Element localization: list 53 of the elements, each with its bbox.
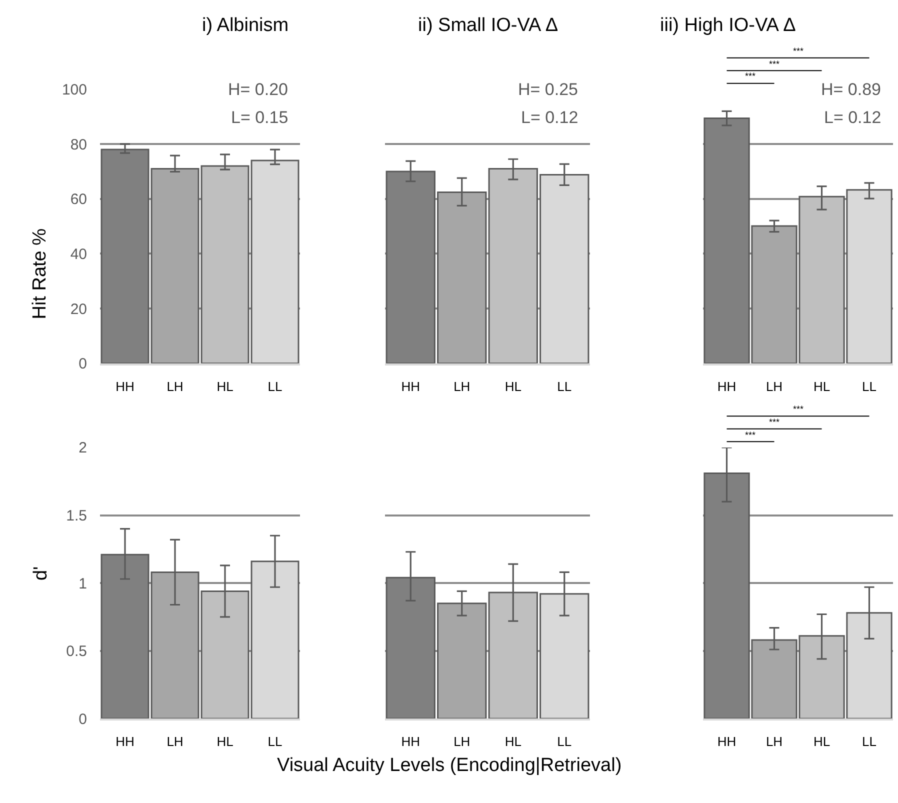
x-tick-label: LH [454, 378, 470, 394]
x-axis-title: Visual Acuity Levels (Encoding|Retrieval) [277, 755, 622, 776]
x-tick-label: LH [454, 734, 470, 750]
x-tick-label: LL [557, 378, 572, 394]
x-tick-label: HH [116, 734, 134, 750]
x-tick-label: HL [813, 378, 830, 394]
y-tick-label: 1.5 [66, 508, 87, 525]
y-tick-label: 2 [78, 440, 87, 457]
x-tick-label: LH [166, 378, 184, 394]
x-tick-label: HL [504, 734, 522, 750]
chart-title: i) Albinism [202, 15, 289, 36]
y-tick-label: 0 [78, 356, 87, 373]
text: *** [769, 59, 780, 69]
y-tick-label: 0.5 [66, 643, 87, 660]
text: *** [793, 46, 804, 56]
x-tick-label: HL [216, 378, 234, 394]
x-tick-label: HH [401, 734, 420, 750]
x-tick-label: LL [268, 378, 282, 394]
y-tick-label: 60 [70, 191, 87, 208]
text: *** [793, 404, 804, 414]
text: *** [745, 71, 756, 81]
chart-title: iii) High IO-VA Δ [660, 15, 796, 36]
text: *** [745, 430, 756, 440]
x-tick-label: LL [862, 734, 876, 750]
x-tick-label: LH [766, 378, 783, 394]
x-tick-label: HL [216, 734, 234, 750]
annotation: H= 0.25 [518, 80, 578, 99]
text: *** [769, 417, 780, 427]
x-tick-label: HL [504, 378, 522, 394]
x-tick-label: HH [116, 378, 134, 394]
annotation: H= 0.20 [228, 80, 288, 99]
x-tick-label: HH [717, 378, 736, 394]
annotation: L= 0.12 [824, 108, 882, 127]
x-tick-label: HL [813, 734, 830, 750]
annotation: L= 0.15 [231, 108, 288, 127]
y-axis-title: d' [30, 566, 52, 581]
x-tick-label: HH [717, 734, 736, 750]
x-tick-label: HH [401, 378, 420, 394]
y-tick-label: 1 [78, 575, 87, 592]
x-tick-label: LH [166, 734, 184, 750]
x-tick-label: LL [862, 378, 876, 394]
x-tick-label: LL [557, 734, 572, 750]
y-tick-label: 20 [70, 300, 87, 318]
y-axis-title: Hit Rate % [30, 228, 51, 320]
y-tick-label: 0 [78, 710, 87, 728]
x-tick-label: LH [766, 734, 783, 750]
x-tick-label: LL [268, 734, 282, 750]
annotation: L= 0.12 [521, 108, 578, 127]
y-tick-label: 40 [70, 246, 87, 263]
annotation: H= 0.89 [821, 80, 882, 99]
chart-title: ii) Small IO-VA Δ [418, 15, 558, 36]
y-tick-label: 100 [62, 81, 87, 98]
y-tick-label: 80 [70, 136, 87, 154]
